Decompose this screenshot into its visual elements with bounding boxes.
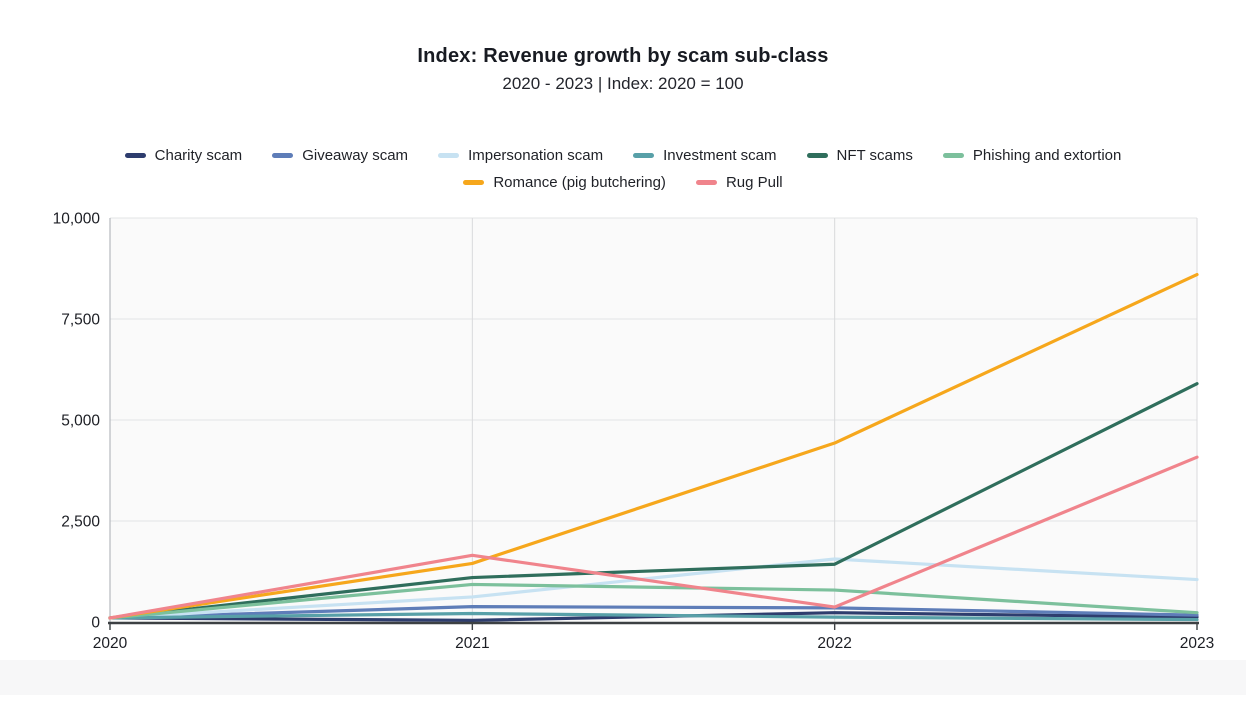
legend-item-investment-scam[interactable]: Investment scam xyxy=(633,147,777,164)
chart-subtitle: 2020 - 2023 | Index: 2020 = 100 xyxy=(502,74,744,93)
title-block: Index: Revenue growth by scam sub-class … xyxy=(0,44,1246,94)
legend: Charity scam Giveaway scam Impersonation s… xyxy=(0,142,1246,196)
legend-item-romance-pig-butchering-[interactable]: Romance (pig butchering) xyxy=(463,174,666,191)
legend-swatch-icon xyxy=(272,153,294,158)
legend-swatch-icon xyxy=(942,153,964,158)
series-line-nft-scams[interactable] xyxy=(108,382,1199,620)
legend-label: Impersonation scam xyxy=(468,147,604,164)
legend-item-nft-scams[interactable]: NFT scams xyxy=(806,147,913,164)
chart-title: Index: Revenue growth by scam sub-class xyxy=(417,45,829,67)
y-tick-label: 2,500 xyxy=(61,514,100,531)
series-line-impersonation-scam[interactable] xyxy=(108,557,1199,620)
line-chart[interactable]: 0 2,500 5,000 7,500 10,000 2020 2021 2022 2023 xyxy=(0,200,1246,660)
legend-swatch-icon xyxy=(806,153,828,158)
legend-label: Investment scam xyxy=(663,147,777,164)
legend-swatch-icon xyxy=(633,153,655,158)
legend-item-impersonation-scam[interactable]: Impersonation scam xyxy=(438,147,603,164)
y-tick-label: 10,000 xyxy=(53,211,101,228)
series-line-giveaway-scam[interactable] xyxy=(108,605,1199,620)
y-tick-label: 5,000 xyxy=(61,413,100,430)
legend-item-phishing-and-extortion[interactable]: Phishing and extortion xyxy=(942,147,1122,164)
legend-label: Rug Pull xyxy=(725,174,783,191)
legend-label: Romance (pig butchering) xyxy=(493,174,666,191)
legend-swatch-icon xyxy=(695,180,717,185)
legend-row: Romance (pig butchering) Rug Pull xyxy=(0,169,1246,196)
legend-item-charity-scam[interactable]: Charity scam xyxy=(124,147,243,164)
series-line-investment-scam[interactable] xyxy=(108,611,1199,622)
x-tick-label: 2021 xyxy=(455,635,489,652)
legend-row: Charity scam Giveaway scam Impersonation s… xyxy=(0,142,1246,169)
series-line-phishing-and-extortion[interactable] xyxy=(108,582,1199,620)
legend-label: Giveaway scam xyxy=(302,147,409,164)
y-tick-label: 7,500 xyxy=(61,312,100,329)
x-tick-label: 2020 xyxy=(93,635,128,652)
legend-label: NFT scams xyxy=(836,147,913,164)
series-line-romance-pig-butchering-[interactable] xyxy=(108,272,1199,620)
bottom-strip xyxy=(0,660,1246,695)
legend-swatch-icon xyxy=(463,180,485,185)
legend-swatch-icon xyxy=(438,153,460,158)
x-tick-label: 2022 xyxy=(817,635,851,652)
legend-swatch-icon xyxy=(124,153,146,158)
legend-label: Charity scam xyxy=(154,147,243,164)
y-tick-label: 0 xyxy=(91,615,100,632)
legend-label: Phishing and extortion xyxy=(972,147,1122,164)
x-tick-label: 2023 xyxy=(1180,635,1214,652)
chart-area: 0 2,500 5,000 7,500 10,000 2020 2021 2022 2023 xyxy=(0,200,1246,660)
legend-item-giveaway-scam[interactable]: Giveaway scam xyxy=(272,147,408,164)
series-line-rug-pull[interactable] xyxy=(108,455,1199,620)
legend-item-rug-pull[interactable]: Rug Pull xyxy=(695,174,783,191)
